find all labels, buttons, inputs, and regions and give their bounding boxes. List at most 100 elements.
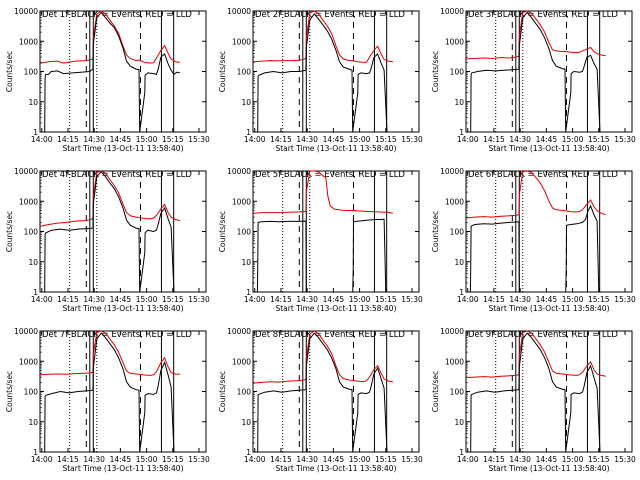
xtick-label: 15:00 [349, 135, 371, 144]
xtick-label: 14:30 [509, 295, 531, 304]
events-series [470, 332, 601, 453]
x-axis-label: Start Time (13-Oct-11 13:58:40) [275, 464, 396, 473]
xtick-label: 14:00 [244, 295, 266, 304]
ytick-label: 100 [450, 68, 465, 77]
xtick-label: 15:00 [136, 455, 158, 464]
ytick-label: 1 [33, 128, 38, 137]
xtick-label: 14:00 [457, 455, 479, 464]
ytick-label: 100 [237, 228, 252, 237]
plot-frame [465, 170, 633, 293]
y-axis-label: Counts/sec [431, 371, 440, 412]
xtick-label: 15:30 [614, 295, 636, 304]
panel-det-9: Det 9f BLACK = Events, RED = LLD 1 10 100 10… [431, 327, 636, 473]
panel-title: Det 6f BLACK = Events, RED = LLD [468, 170, 618, 180]
xtick-label: 15:30 [614, 135, 636, 144]
xtick-label: 15:00 [136, 295, 158, 304]
xtick-label: 15:30 [188, 455, 210, 464]
panel-title: Det 2f BLACK = Events, RED = LLD [255, 10, 405, 20]
xtick-label: 14:00 [31, 455, 53, 464]
ytick-label: 10000 [14, 167, 38, 176]
ytick-label: 1000 [19, 197, 38, 206]
xtick-label: 14:45 [536, 135, 558, 144]
xtick-label: 15:15 [588, 135, 610, 144]
panel-det-1: Det 1f BLACK = Events, RED = LLD 1 10 100 10… [5, 7, 210, 153]
xtick-label: 14:15 [270, 295, 292, 304]
ytick-label: 10000 [227, 7, 251, 16]
ytick-label: 1000 [19, 37, 38, 46]
xtick-label: 14:00 [244, 455, 266, 464]
xtick-label: 15:30 [401, 135, 423, 144]
y-axis-label: Counts/sec [218, 51, 227, 92]
xtick-label: 14:45 [323, 295, 345, 304]
plot-frame [252, 10, 420, 133]
xtick-label: 15:00 [136, 135, 158, 144]
x-axis-label: Start Time (13-Oct-11 13:58:40) [488, 304, 609, 313]
xtick-label: 14:45 [536, 295, 558, 304]
ytick-label: 10000 [440, 167, 464, 176]
ytick-label: 1 [459, 288, 464, 297]
xtick-label: 15:15 [162, 455, 184, 464]
events-series [257, 13, 388, 133]
ytick-label: 10 [28, 418, 38, 427]
ytick-label: 1 [459, 128, 464, 137]
xtick-label: 15:15 [162, 295, 184, 304]
plot-frame [39, 10, 207, 133]
lld-series [40, 170, 180, 227]
ytick-label: 100 [24, 68, 39, 77]
xtick-label: 15:15 [375, 135, 397, 144]
lld-series [40, 10, 180, 64]
panel-title: Det 1f BLACK = Events, RED = LLD [42, 10, 192, 20]
events-series [256, 218, 387, 293]
xtick-label: 14:15 [57, 455, 79, 464]
lld-series [40, 330, 180, 376]
x-axis-label: Start Time (13-Oct-11 13:58:40) [62, 144, 183, 153]
lld-series [253, 10, 393, 63]
ytick-label: 10000 [227, 167, 251, 176]
xtick-label: 14:45 [110, 455, 132, 464]
ytick-label: 10000 [440, 7, 464, 16]
panel-det-5: Det 5f BLACK = Events, RED = LLD 1 10 100 10… [218, 167, 423, 313]
xtick-label: 14:00 [31, 135, 53, 144]
ytick-label: 100 [450, 388, 465, 397]
xtick-label: 14:00 [457, 135, 479, 144]
ytick-label: 100 [237, 68, 252, 77]
xtick-label: 15:15 [588, 295, 610, 304]
ytick-label: 1 [246, 128, 251, 137]
plot-frame [465, 10, 633, 133]
y-axis-label: Counts/sec [218, 211, 227, 252]
events-series [44, 11, 180, 133]
xtick-label: 14:45 [536, 455, 558, 464]
xtick-label: 14:30 [83, 135, 105, 144]
x-axis-label: Start Time (13-Oct-11 13:58:40) [275, 144, 396, 153]
panel-title: Det 3f BLACK = Events, RED = LLD [468, 10, 618, 20]
panel-det-7: Det 7f BLACK = Events, RED = LLD 1 10 100 10… [5, 327, 210, 473]
xtick-label: 14:30 [83, 455, 105, 464]
x-axis-label: Start Time (13-Oct-11 13:58:40) [488, 464, 609, 473]
ytick-label: 10000 [227, 327, 251, 336]
xtick-label: 14:30 [296, 295, 318, 304]
lld-series [466, 10, 606, 60]
ytick-label: 1 [459, 448, 464, 457]
x-axis-label: Start Time (13-Oct-11 13:58:40) [62, 304, 183, 313]
xtick-label: 14:45 [110, 135, 132, 144]
xtick-label: 15:30 [188, 295, 210, 304]
panel-title: Det 5f BLACK = Events, RED = LLD [255, 170, 405, 180]
ytick-label: 100 [24, 228, 39, 237]
xtick-label: 14:15 [270, 455, 292, 464]
xtick-label: 14:30 [83, 295, 105, 304]
x-axis-label: Start Time (13-Oct-11 13:58:40) [488, 144, 609, 153]
xtick-label: 15:00 [562, 295, 584, 304]
ytick-label: 10 [454, 258, 464, 267]
panel-title: Det 8f BLACK = Events, RED = LLD [255, 330, 405, 340]
xtick-label: 14:00 [457, 295, 479, 304]
lld-series [466, 170, 606, 219]
panel-det-2: Det 2f BLACK = Events, RED = LLD 1 10 100 10… [218, 7, 423, 153]
ytick-label: 10 [28, 258, 38, 267]
ytick-label: 10 [454, 98, 464, 107]
lld-series [466, 330, 606, 378]
xtick-label: 14:00 [244, 135, 266, 144]
y-axis-label: Counts/sec [218, 371, 227, 412]
xtick-label: 15:15 [162, 135, 184, 144]
ytick-label: 1000 [232, 357, 251, 366]
y-axis-label: Counts/sec [431, 51, 440, 92]
